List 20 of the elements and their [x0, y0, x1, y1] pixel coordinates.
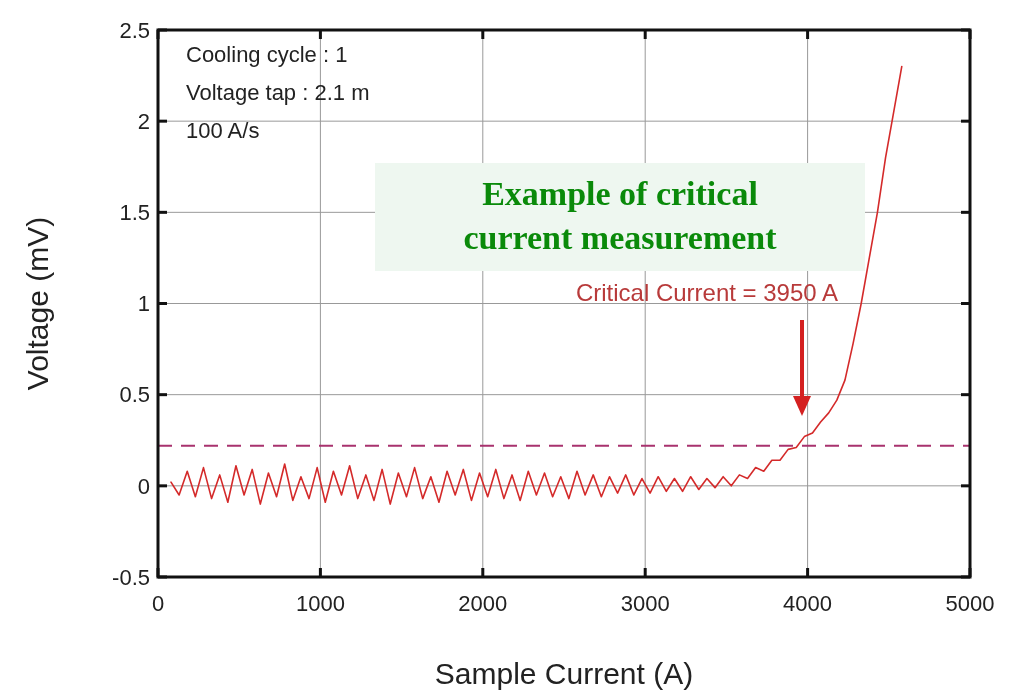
- y-tick-label: -0.5: [112, 564, 150, 590]
- x-tick-label: 5000: [945, 591, 995, 616]
- y-tick-label: 0.5: [119, 382, 150, 408]
- x-axis-title: Sample Current (A): [434, 657, 694, 690]
- annotation: Voltage tap : 2.1 m: [186, 80, 370, 105]
- y-tick-label: 2: [137, 108, 150, 134]
- annotation: Critical Current = 3950 A: [575, 279, 838, 306]
- y-tick-label: 2.5: [119, 17, 150, 43]
- y-tick-label: 1: [137, 291, 150, 317]
- annotation: Example of critical current measurement: [463, 175, 778, 256]
- x-tick-label: 1000: [295, 591, 345, 616]
- y-tick-label: 0: [137, 473, 150, 499]
- x-tick-label: 2000: [458, 591, 508, 616]
- text-box: Example of critical current measurement: [375, 163, 865, 271]
- x-tick-label: 3000: [620, 591, 670, 616]
- x-tick-label: 4000: [783, 591, 833, 616]
- y-axis-title: Voltage (mV): [21, 216, 54, 391]
- y-tick-label: 1.5: [119, 200, 150, 226]
- annotation: 100 A/s: [186, 118, 260, 143]
- annotation: Cooling cycle : 1: [186, 42, 348, 67]
